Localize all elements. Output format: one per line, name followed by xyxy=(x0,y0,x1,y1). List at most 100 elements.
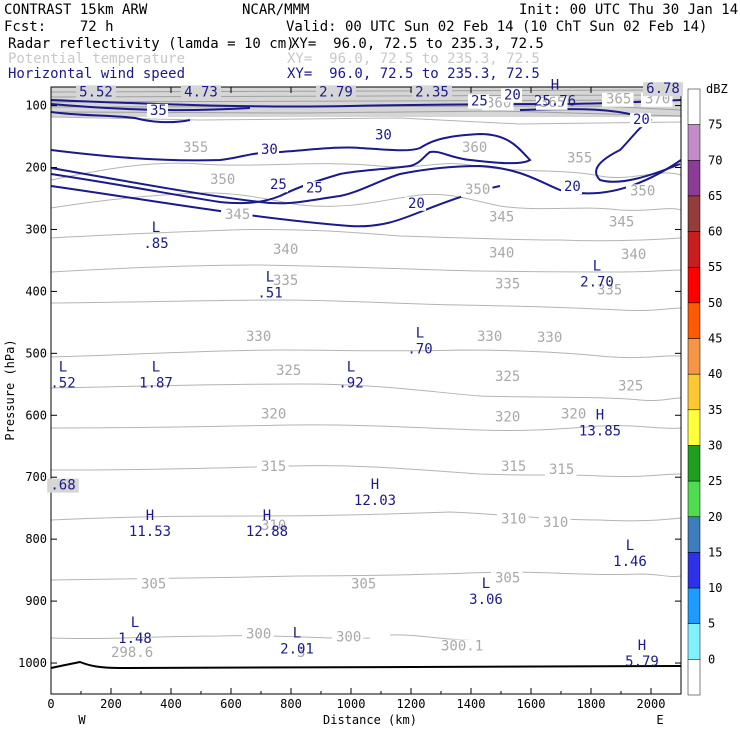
theta-label-bg xyxy=(641,92,673,107)
theta-label-bg xyxy=(485,246,517,261)
extrema-value: 13.85 xyxy=(579,424,621,440)
theta-label-bg xyxy=(293,645,308,660)
extrema-marker: L xyxy=(152,359,160,375)
colorbar-label: 70 xyxy=(708,153,722,167)
theta-label-bg xyxy=(497,460,529,475)
colorbar-swatch xyxy=(687,373,701,411)
colorbar-swatch xyxy=(687,516,701,553)
theta-label-bg xyxy=(539,515,571,530)
extrema-value: 1.46 xyxy=(613,554,647,570)
x-axis-east-label: E xyxy=(656,713,663,727)
extrema-bg xyxy=(316,85,356,100)
theta-label: 305 xyxy=(495,571,520,587)
theta-label-bg xyxy=(179,141,211,156)
theta-label-bg xyxy=(242,329,274,344)
extrema-bg xyxy=(643,82,683,97)
colorbar-swatch xyxy=(687,587,701,624)
theta-labels: 298.6 3 300 300 300.1 305 305 305 310 310 310 315 31… xyxy=(107,92,673,661)
extrema-marker: H xyxy=(371,477,379,493)
theta-label: 310 xyxy=(261,518,286,534)
theta-label: 345 xyxy=(489,209,514,225)
x-axis-west-label: W xyxy=(78,713,86,727)
wind-label-bg xyxy=(405,196,426,211)
theta-label: 310 xyxy=(501,512,526,528)
colorbar-label: 45 xyxy=(708,332,722,346)
colorbar-title: dBZ xyxy=(706,82,728,96)
extrema-value: .70 xyxy=(407,341,432,357)
colorbar-label: 40 xyxy=(708,367,722,381)
theta-label-bg xyxy=(473,329,505,344)
extrema-value: 12.03 xyxy=(354,493,396,509)
y-tick-label: 300 xyxy=(25,222,47,236)
theta-label-bg xyxy=(242,627,274,642)
extrema-value: .51 xyxy=(257,286,282,302)
y-tick-label: 900 xyxy=(25,594,47,608)
theta-label: 335 xyxy=(273,273,298,289)
wind-label: 20 xyxy=(564,179,581,195)
ground-line xyxy=(50,660,682,670)
init-time: Init: 00 UTC Thu 30 Jan 14 xyxy=(519,2,738,18)
colorbar-swatch xyxy=(687,124,701,161)
theta-label: 325 xyxy=(495,369,520,385)
theta-label-bg xyxy=(461,183,493,198)
wind-label: 35 xyxy=(150,103,167,119)
theta-label-bg xyxy=(269,274,301,289)
extrema-value: .85 xyxy=(143,236,168,252)
extrema-marker: H xyxy=(638,638,646,654)
colorbar-swatch xyxy=(687,338,701,375)
extrema-marker: L xyxy=(131,615,139,631)
wind-label-bg xyxy=(303,181,324,196)
extrema-marker: H xyxy=(263,508,271,524)
wind-label: 30 xyxy=(261,142,278,158)
wind-label: 20 xyxy=(408,196,425,212)
field-theta: Potential temperature xyxy=(8,51,185,67)
x-tick-label: 1600 xyxy=(517,697,546,711)
theta-label: 365 xyxy=(606,92,631,108)
theta-label: 310 xyxy=(543,515,568,531)
extrema-bg xyxy=(47,478,79,493)
y-axis-ticks: 100 200 300 400 500 600 700 800 900 1000 xyxy=(18,99,681,670)
extrema-value: 2.79 xyxy=(319,84,353,100)
x-axis-ticks: 0 200 400 600 800 1000 1200 1400 1600 1800 2000 xyxy=(47,87,665,711)
theta-label-bg xyxy=(107,645,156,660)
extrema-marker: L xyxy=(266,270,274,286)
theta-label: 325 xyxy=(276,363,301,379)
extrema-value: .92 xyxy=(338,375,363,391)
wind-label: 20 xyxy=(633,112,650,128)
x-tick-label: 200 xyxy=(100,697,122,711)
theta-label: 315 xyxy=(549,462,574,478)
theta-label: 335 xyxy=(597,282,622,298)
colorbar-swatch xyxy=(687,623,701,660)
theta-label: 365 xyxy=(540,95,565,111)
extrema-value: 12.88 xyxy=(246,524,288,540)
extrema-value: 2.35 xyxy=(415,84,449,100)
extrema-value: 25.76 xyxy=(534,94,576,110)
x-tick-label: 1400 xyxy=(457,697,486,711)
theta-label: 3 xyxy=(297,645,305,661)
theta-label-bg xyxy=(347,577,379,592)
colorbar-label: 35 xyxy=(708,403,722,417)
theta-label: 355 xyxy=(567,151,592,167)
theta-label-bg xyxy=(257,460,289,475)
y-tick-label: 600 xyxy=(25,408,47,422)
x-tick-label: 1800 xyxy=(577,697,606,711)
theta-label-bg xyxy=(533,331,565,346)
wind-label-bg xyxy=(630,113,651,128)
theta-label: 330 xyxy=(477,329,502,345)
theta-label: 320 xyxy=(261,406,286,422)
colorbar-swatch xyxy=(687,231,701,268)
extrema-value: .52 xyxy=(50,375,75,391)
colorbar-label: 15 xyxy=(708,545,722,559)
theta-label: 330 xyxy=(246,329,271,345)
theta-label-bg xyxy=(437,639,486,654)
theta-label-bg xyxy=(257,407,289,422)
extrema-value: 6.78 xyxy=(646,81,680,97)
theta-label-bg xyxy=(602,92,634,107)
theta-contours xyxy=(50,162,682,641)
colorbar-swatch xyxy=(687,266,701,304)
x-tick-label: 2000 xyxy=(637,697,666,711)
theta-label: 305 xyxy=(351,577,376,593)
extrema-value: 2.70 xyxy=(580,274,614,290)
y-tick-label: 400 xyxy=(25,284,47,298)
